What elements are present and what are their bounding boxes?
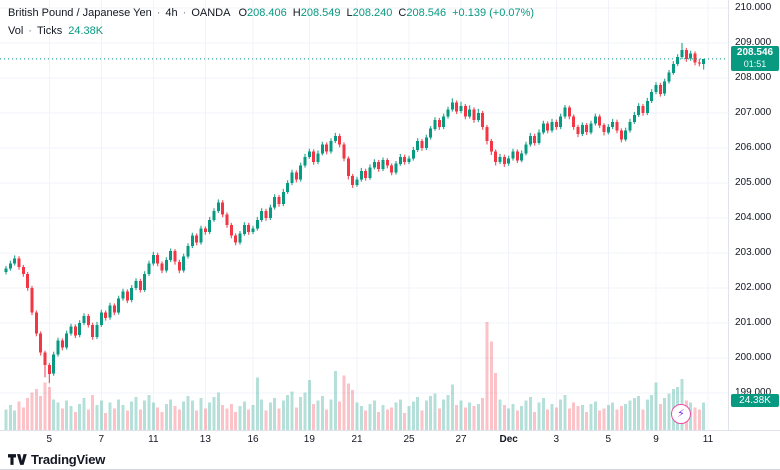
- price-axis-label: 206.000: [735, 142, 772, 153]
- price-axis-label: 208.000: [735, 72, 772, 83]
- legend-separator: ·: [182, 7, 187, 19]
- symbol-legend-row: British Pound / Japanese Yen · 4h · OAND…: [8, 5, 534, 21]
- legend-separator: ·: [156, 7, 161, 19]
- ohlc-low: L208.240: [346, 7, 393, 19]
- price-axis-label: 200.000: [735, 352, 772, 363]
- legend-separator: ·: [28, 25, 32, 37]
- volume-value: 24.38K: [68, 25, 104, 37]
- exchange-label: OANDA: [191, 7, 231, 19]
- lightning-button[interactable]: ⚡: [671, 404, 691, 424]
- last-price-badge: 208.546 01:51: [731, 45, 779, 71]
- price-axis-label: 207.000: [735, 107, 772, 118]
- price-axis-label: 204.000: [735, 212, 772, 223]
- price-axis-label: 202.000: [735, 282, 772, 293]
- time-axis-label: 5: [605, 434, 612, 445]
- time-axis-label: Dec: [499, 434, 518, 445]
- price-axis-label: 209.000: [735, 37, 772, 48]
- price-axis-label: 199.000: [735, 387, 772, 398]
- price-axis-label: 205.000: [735, 177, 772, 188]
- volume-study-label[interactable]: Vol: [8, 25, 24, 37]
- time-axis-label: 9: [653, 434, 659, 445]
- time-axis-label: 21: [351, 434, 363, 445]
- time-axis-label: 11: [702, 434, 714, 445]
- time-axis-label: 25: [403, 434, 415, 445]
- chart-canvas[interactable]: [0, 0, 728, 430]
- price-axis-label: 203.000: [735, 247, 772, 258]
- time-axis-label: 27: [455, 434, 467, 445]
- time-axis-label: 16: [247, 434, 259, 445]
- tradingview-logo[interactable]: TradingView: [8, 452, 105, 467]
- bar-countdown: 01:51: [743, 58, 767, 69]
- time-axis-label: 5: [46, 434, 53, 445]
- price-pane[interactable]: [0, 0, 728, 430]
- ohlc-high: H208.549: [292, 7, 341, 19]
- price-axis-label: 201.000: [735, 317, 772, 328]
- time-axis-label: 19: [303, 434, 315, 445]
- last-price-value: 208.546: [736, 46, 774, 58]
- time-axis-label: 13: [199, 434, 211, 445]
- interval-label[interactable]: 4h: [165, 7, 178, 19]
- symbol-legend: British Pound / Japanese Yen · 4h · OAND…: [8, 5, 534, 39]
- tradingview-logo-text: TradingView: [31, 451, 106, 467]
- price-change: +0.139 (+0.07%): [452, 7, 535, 19]
- time-axis-label: 7: [98, 434, 105, 445]
- time-axis-label: 11: [148, 434, 159, 445]
- attribution-bar: TradingView: [0, 448, 780, 469]
- price-axis-label: 210.000: [735, 2, 772, 13]
- ohlc-open: O208.406: [238, 7, 287, 19]
- volume-badge: 24.38K: [731, 394, 779, 408]
- volume-source-label: Ticks: [36, 25, 63, 37]
- ohlc-close: C208.546: [398, 7, 447, 19]
- lightning-icon: ⚡: [677, 407, 685, 420]
- symbol-title[interactable]: British Pound / Japanese Yen: [8, 7, 152, 19]
- tradingview-logo-icon: [8, 453, 27, 465]
- time-axis[interactable]: 5 7 11 13 16 19 21 25 27 Dec 3 5 9 11: [0, 430, 780, 448]
- volume-legend-row: Vol · Ticks 24.38K: [8, 23, 534, 39]
- time-axis-label: 3: [553, 434, 560, 445]
- price-axis[interactable]: 208.546 01:51 24.38K 199.000 200.000 201.0…: [728, 0, 780, 430]
